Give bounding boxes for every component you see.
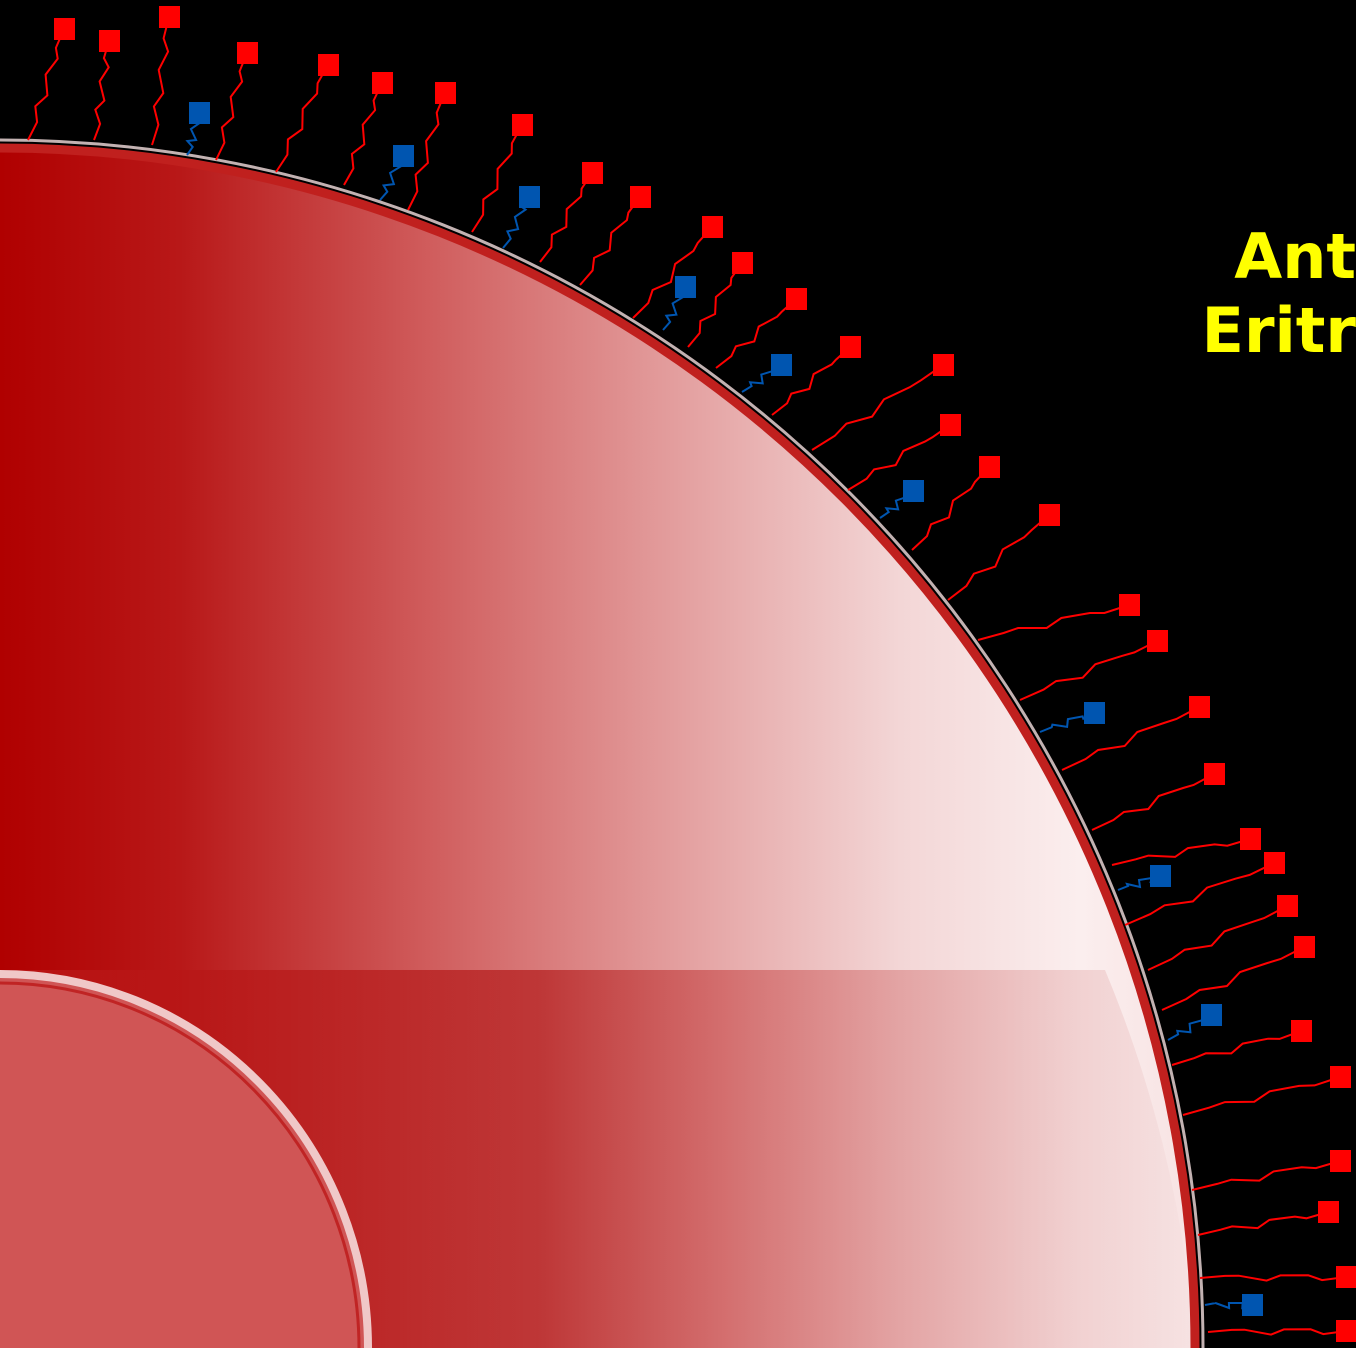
- red-antigen-head: [786, 288, 807, 310]
- red-antigen-head: [1336, 1266, 1356, 1288]
- blue-antigen-head: [675, 276, 696, 298]
- red-antigen-stalk: [977, 604, 1130, 641]
- red-antigen-head: [1147, 630, 1168, 652]
- red-antigen-head: [732, 252, 753, 274]
- blue-antigen-head: [1201, 1004, 1222, 1026]
- red-antigen-head: [1119, 594, 1140, 616]
- red-antigen-stalk: [1161, 946, 1305, 1011]
- red-antigen-stalk: [847, 424, 951, 491]
- red-antigen-stalk: [771, 346, 851, 416]
- red-antigen-head: [1264, 852, 1285, 874]
- red-antigen-stalk: [1111, 838, 1251, 866]
- nucleus-rim: [0, 970, 372, 1348]
- blue-antigen-head: [519, 186, 540, 208]
- red-antigen-stalk: [1171, 1030, 1302, 1066]
- red-antigen-stalk: [687, 262, 743, 348]
- red-antigen-head: [512, 114, 533, 136]
- red-antigen-head: [1318, 1201, 1339, 1223]
- red-antigen-head: [1330, 1150, 1351, 1172]
- red-antigen-head: [435, 82, 456, 104]
- red-antigen-head: [840, 336, 861, 358]
- red-antigen-head: [1189, 696, 1210, 718]
- blue-antigen-stalk: [1039, 712, 1095, 733]
- red-antigen-head: [1336, 1320, 1356, 1342]
- red-antigen-stalk: [811, 364, 944, 451]
- red-antigen-stalk: [1199, 1274, 1347, 1282]
- red-antigen-head: [979, 456, 1000, 478]
- red-antigen-stalk: [407, 92, 446, 211]
- red-antigen-head: [99, 30, 120, 52]
- antigen-layer: [27, 6, 1356, 1342]
- red-antigen-stalk: [215, 52, 248, 161]
- red-antigen-stalk: [539, 172, 593, 263]
- red-antigen-stalk: [1147, 905, 1288, 971]
- blue-antigen-head: [1084, 702, 1105, 724]
- red-antigen-head: [54, 18, 75, 40]
- red-antigen-stalk: [275, 64, 329, 173]
- red-antigen-stalk: [579, 196, 641, 286]
- nucleus-rim-inner: [0, 981, 361, 1348]
- red-antigen-head: [1240, 828, 1261, 850]
- red-antigen-stalk: [27, 28, 65, 141]
- nucleus: [0, 974, 368, 1348]
- red-antigen-head: [933, 354, 954, 376]
- red-antigen-stalk: [343, 82, 383, 186]
- red-antigen-head: [318, 54, 339, 76]
- blue-antigen-head: [393, 145, 414, 167]
- red-antigen-head: [630, 186, 651, 208]
- red-antigen-head: [237, 42, 258, 64]
- red-antigen-head: [1277, 895, 1298, 917]
- red-antigen-stalk: [911, 466, 990, 551]
- red-antigen-head: [1330, 1066, 1351, 1088]
- red-antigen-stalk: [1061, 706, 1200, 771]
- blue-antigen-head: [771, 354, 792, 376]
- red-antigen-head: [940, 414, 961, 436]
- red-antigen-head: [372, 72, 393, 94]
- red-antigen-head: [702, 216, 723, 238]
- red-antigen-head: [1204, 763, 1225, 785]
- red-antigen-stalk: [1191, 1160, 1341, 1191]
- cell-membrane-highlight: [0, 138, 1205, 1348]
- blue-antigen-head: [1242, 1294, 1263, 1316]
- red-antigen-stalk: [1207, 1328, 1347, 1336]
- red-antigen-stalk: [632, 226, 713, 319]
- red-antigen-stalk: [471, 124, 523, 233]
- title-line-2: Eritr: [1201, 294, 1356, 367]
- red-antigen-head: [1294, 936, 1315, 958]
- blue-antigen-head: [1150, 865, 1171, 887]
- red-antigen-stalk: [1124, 862, 1275, 926]
- cell-membrane: [0, 143, 1200, 1348]
- red-antigen-stalk: [1019, 640, 1158, 701]
- red-antigen-head: [1291, 1020, 1312, 1042]
- red-antigen-stalk: [151, 16, 170, 146]
- red-antigen-stalk: [1182, 1076, 1341, 1116]
- blue-antigen-head: [903, 480, 924, 502]
- red-antigen-stalk: [715, 298, 797, 369]
- red-antigen-stalk: [947, 514, 1050, 601]
- red-antigen-head: [1039, 504, 1060, 526]
- red-antigen-head: [159, 6, 180, 28]
- blue-antigen-head: [189, 102, 210, 124]
- red-antigen-head: [582, 162, 603, 184]
- red-antigen-stalk: [1091, 773, 1215, 831]
- title-line-1: Ant: [1234, 220, 1356, 293]
- red-antigen-stalk: [1197, 1211, 1329, 1236]
- red-antigen-stalk: [93, 40, 110, 141]
